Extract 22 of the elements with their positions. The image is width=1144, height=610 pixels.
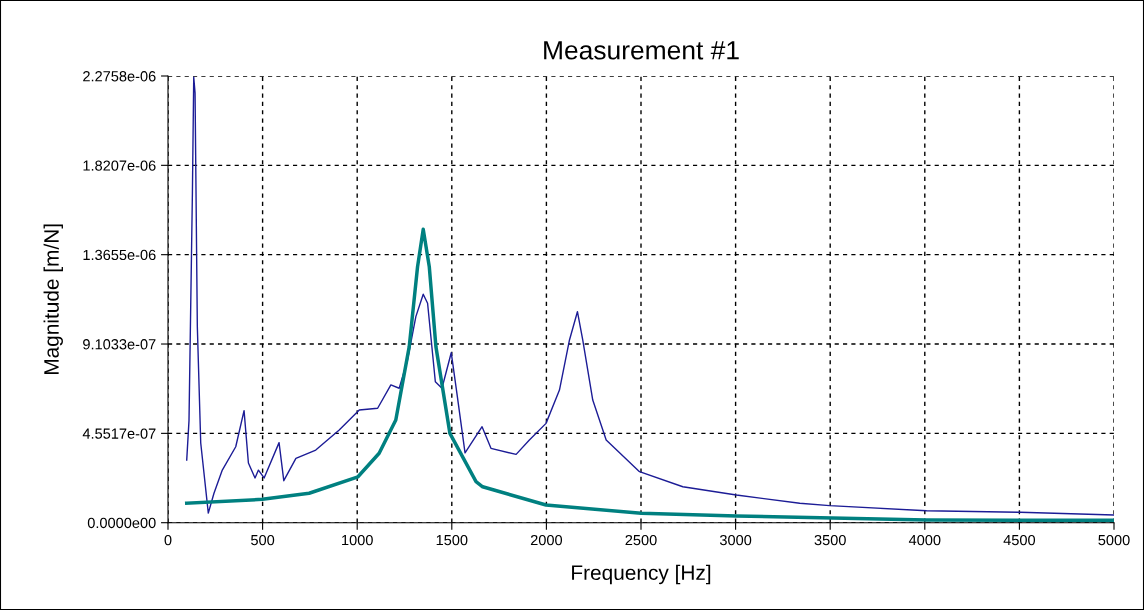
x-tick-label: 3500	[814, 534, 846, 546]
y-axis-title: Magnitude [m/N]	[43, 224, 63, 375]
y-tick-label: 9.1033e-07	[83, 339, 156, 350]
x-tick-label: 2000	[530, 534, 563, 546]
x-axis-title: Frequency [Hz]	[572, 564, 711, 585]
y-tick-label: 1.8207e-06	[83, 160, 156, 171]
y-tick-label: 4.5517e-07	[82, 428, 156, 439]
line-series	[184, 227, 1114, 523]
y-tick-label: 2.2758e-06	[83, 71, 156, 82]
x-tick-label: 1500	[436, 534, 468, 546]
x-tick-label: 3000	[719, 534, 752, 546]
x-tick-label: 1000	[342, 534, 373, 546]
y-tick-label: 1.3655e-06	[83, 249, 156, 261]
x-tick-label: 5000	[1098, 534, 1130, 546]
chart-title: Measurement #1	[544, 41, 739, 60]
x-tick-label: 500	[251, 534, 275, 546]
x-tick-label: 4000	[908, 534, 941, 546]
y-tick-label: 0.0000e00	[87, 517, 156, 529]
x-tick-label: 2500	[625, 534, 657, 546]
x-tick-label: 4500	[1003, 534, 1036, 546]
x-tick-label: 0	[164, 534, 172, 546]
line-series	[186, 76, 1114, 516]
